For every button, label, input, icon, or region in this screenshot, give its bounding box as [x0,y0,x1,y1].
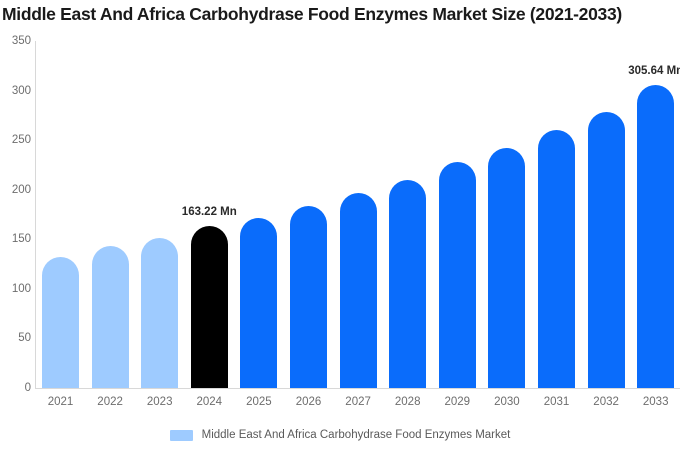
chart-title: Middle East And Africa Carbohydrase Food… [2,4,622,24]
y-axis-tick-0: 0 [24,382,31,394]
bar-2022[interactable] [91,246,129,388]
x-axis-tick-2033: 2033 [642,396,669,408]
x-axis-tick-2028: 2028 [394,396,421,408]
bar-2029[interactable] [438,161,476,388]
bar-2031[interactable] [538,129,575,388]
bar-2025[interactable] [240,217,278,388]
y-axis-tick-200: 200 [11,183,31,196]
bar-2027[interactable] [339,193,377,388]
y-axis-tick-300: 300 [11,84,31,97]
x-axis-tick-2023: 2023 [146,396,173,408]
x-axis-tick-2025: 2025 [246,396,272,408]
y-axis-line [35,41,36,389]
x-axis-tick-2024: 2024 [196,396,223,408]
bar-2033[interactable] [637,84,675,388]
x-axis-tick-2027: 2027 [345,396,371,408]
x-axis-tick-2030: 2030 [494,396,520,408]
x-axis-tick-2026: 2026 [295,396,322,408]
bar-2023[interactable] [141,237,179,388]
bar-2028[interactable] [389,179,427,388]
y-axis-tick-350: 350 [11,35,31,47]
y-axis-tick-100: 100 [11,282,31,295]
chart-legend: Middle East And Africa Carbohydrase Food… [0,424,680,446]
x-axis-tick-2032: 2032 [593,396,619,408]
bar-2030[interactable] [488,148,526,388]
data-label-2024: 163.22 Mn [181,206,237,219]
plot-area [35,41,680,388]
y-axis-tick-labels: 0 50 100 150 200 250 300 350 [0,0,31,450]
x-axis-tick-2029: 2029 [444,396,471,408]
bar-2024[interactable] [190,226,228,388]
x-axis-tick-2031: 2031 [543,396,570,408]
x-axis-line [35,388,680,389]
bar-2021[interactable] [42,257,79,388]
bar-2032[interactable] [587,111,625,388]
legend-label: Middle East And Africa Carbohydrase Food… [201,429,511,441]
x-axis-tick-2022: 2022 [97,396,123,408]
y-axis-tick-250: 250 [11,134,31,147]
x-axis-tick-2021: 2021 [47,396,74,408]
y-axis-tick-150: 150 [11,233,31,246]
bar-2026[interactable] [290,206,327,388]
legend-swatch [169,429,193,441]
data-label-2033: 305.64 Mn [628,64,680,77]
y-axis-tick-50: 50 [18,332,31,345]
